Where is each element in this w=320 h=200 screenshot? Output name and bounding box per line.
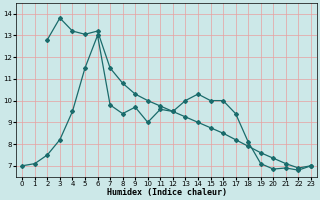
X-axis label: Humidex (Indice chaleur): Humidex (Indice chaleur) xyxy=(107,188,227,197)
